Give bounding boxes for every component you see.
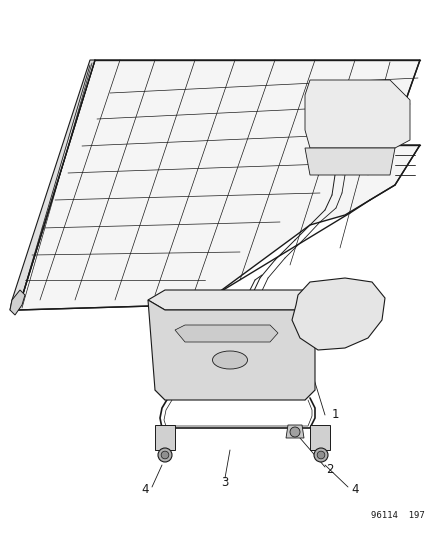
Polygon shape bbox=[291, 278, 384, 350]
Circle shape bbox=[313, 448, 327, 462]
Circle shape bbox=[161, 451, 169, 459]
Text: 96114  197: 96114 197 bbox=[371, 511, 424, 520]
Circle shape bbox=[316, 451, 324, 459]
Polygon shape bbox=[10, 290, 25, 315]
Text: 3: 3 bbox=[221, 477, 228, 489]
Polygon shape bbox=[309, 425, 329, 450]
Polygon shape bbox=[148, 300, 314, 400]
Polygon shape bbox=[155, 425, 175, 450]
Polygon shape bbox=[10, 60, 95, 310]
Polygon shape bbox=[18, 60, 419, 310]
Polygon shape bbox=[175, 325, 277, 342]
Circle shape bbox=[158, 448, 172, 462]
Polygon shape bbox=[285, 425, 303, 438]
Polygon shape bbox=[304, 80, 409, 148]
Text: 2: 2 bbox=[325, 464, 333, 477]
Text: 4: 4 bbox=[141, 483, 148, 497]
Text: 1: 1 bbox=[331, 408, 338, 422]
Text: 4: 4 bbox=[350, 483, 358, 497]
Ellipse shape bbox=[212, 351, 247, 369]
Polygon shape bbox=[148, 290, 314, 310]
Circle shape bbox=[290, 427, 299, 437]
Polygon shape bbox=[304, 148, 394, 175]
